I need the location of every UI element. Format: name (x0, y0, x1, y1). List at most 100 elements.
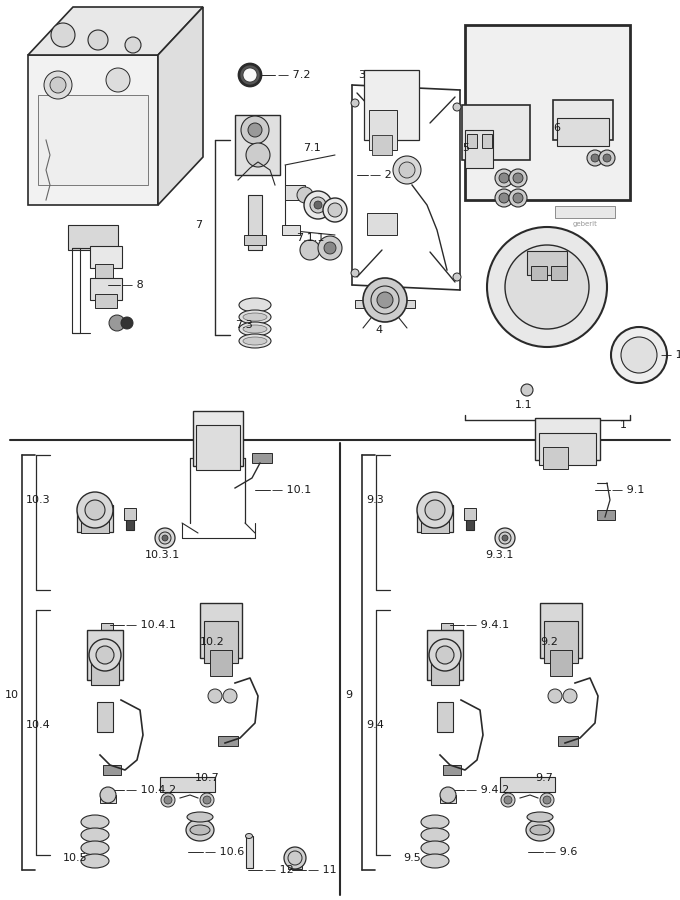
Bar (467, 134, 477, 148)
Bar (550, 650, 572, 676)
Circle shape (591, 154, 599, 162)
Bar (558, 736, 578, 746)
Text: 9.5: 9.5 (403, 853, 421, 863)
Bar (252, 453, 272, 463)
Bar (124, 508, 136, 520)
Ellipse shape (239, 298, 271, 312)
Circle shape (399, 162, 415, 178)
Bar (464, 508, 476, 520)
Circle shape (621, 337, 657, 373)
Text: — 10.4.2: — 10.4.2 (126, 785, 176, 795)
Bar (204, 621, 238, 663)
Bar (437, 702, 453, 732)
Ellipse shape (81, 841, 109, 855)
Circle shape (495, 169, 513, 187)
Bar (372, 135, 392, 155)
Bar (97, 702, 113, 732)
Circle shape (513, 193, 523, 203)
Text: — 10.1: — 10.1 (272, 485, 311, 495)
Circle shape (505, 245, 589, 329)
Text: 10.2: 10.2 (200, 637, 225, 647)
Circle shape (200, 793, 214, 807)
Circle shape (499, 532, 511, 544)
Circle shape (310, 197, 326, 213)
Circle shape (540, 793, 554, 807)
Circle shape (499, 173, 509, 183)
Text: 7.1.1: 7.1.1 (296, 233, 324, 243)
Circle shape (288, 851, 302, 865)
Circle shape (159, 532, 171, 544)
Bar (90, 278, 122, 300)
Text: 10.3: 10.3 (26, 495, 50, 505)
Bar (527, 251, 567, 275)
Circle shape (543, 796, 551, 804)
Text: 5: 5 (462, 143, 469, 153)
Circle shape (351, 269, 359, 277)
Bar (543, 447, 568, 469)
Bar (443, 765, 461, 775)
Ellipse shape (526, 819, 554, 841)
Bar (421, 514, 449, 534)
Bar (91, 647, 119, 685)
Text: 4: 4 (375, 325, 382, 335)
Bar (466, 518, 474, 530)
Text: — 10.4.1: — 10.4.1 (126, 620, 176, 630)
Text: 6: 6 (553, 123, 560, 133)
Text: 1.1: 1.1 (515, 400, 532, 410)
Bar (462, 105, 530, 160)
Circle shape (246, 143, 270, 167)
Text: 3: 3 (358, 70, 365, 80)
Circle shape (125, 37, 141, 53)
Bar (210, 650, 232, 676)
Circle shape (50, 77, 66, 93)
Bar (355, 300, 370, 308)
Circle shape (239, 64, 261, 86)
Circle shape (88, 30, 108, 50)
Bar (427, 630, 463, 680)
Ellipse shape (245, 833, 252, 839)
Text: 9.3.1: 9.3.1 (485, 550, 513, 560)
Circle shape (513, 173, 523, 183)
Bar (235, 115, 280, 175)
Text: 7.3: 7.3 (235, 320, 253, 330)
Circle shape (495, 189, 513, 207)
Text: 9: 9 (345, 690, 352, 700)
Circle shape (603, 154, 611, 162)
Circle shape (44, 71, 72, 99)
Bar (38, 95, 148, 185)
Circle shape (100, 787, 116, 803)
Ellipse shape (239, 334, 271, 348)
Bar (555, 206, 615, 218)
Bar (193, 411, 243, 466)
Bar (531, 266, 547, 280)
Bar (244, 235, 266, 245)
Bar (553, 100, 613, 140)
Bar (465, 130, 493, 168)
Circle shape (203, 796, 211, 804)
Text: — 7.2: — 7.2 (278, 70, 311, 80)
Text: — 9.4.1: — 9.4.1 (466, 620, 509, 630)
Circle shape (284, 847, 306, 869)
Bar (535, 418, 600, 460)
Bar (557, 118, 609, 146)
Bar (364, 70, 419, 140)
Circle shape (223, 689, 237, 703)
Bar (540, 603, 582, 658)
Ellipse shape (243, 325, 267, 333)
Circle shape (51, 23, 75, 47)
Bar (248, 195, 262, 250)
Bar (95, 294, 117, 308)
Bar (440, 795, 456, 803)
Ellipse shape (81, 815, 109, 829)
Circle shape (243, 68, 257, 82)
Bar (431, 647, 459, 685)
Circle shape (504, 796, 512, 804)
Ellipse shape (81, 828, 109, 842)
Circle shape (499, 193, 509, 203)
Circle shape (587, 150, 603, 166)
Circle shape (106, 68, 130, 92)
Bar (68, 225, 118, 250)
Text: — 9.4.2: — 9.4.2 (466, 785, 509, 795)
Ellipse shape (239, 310, 271, 324)
Bar (465, 25, 630, 200)
